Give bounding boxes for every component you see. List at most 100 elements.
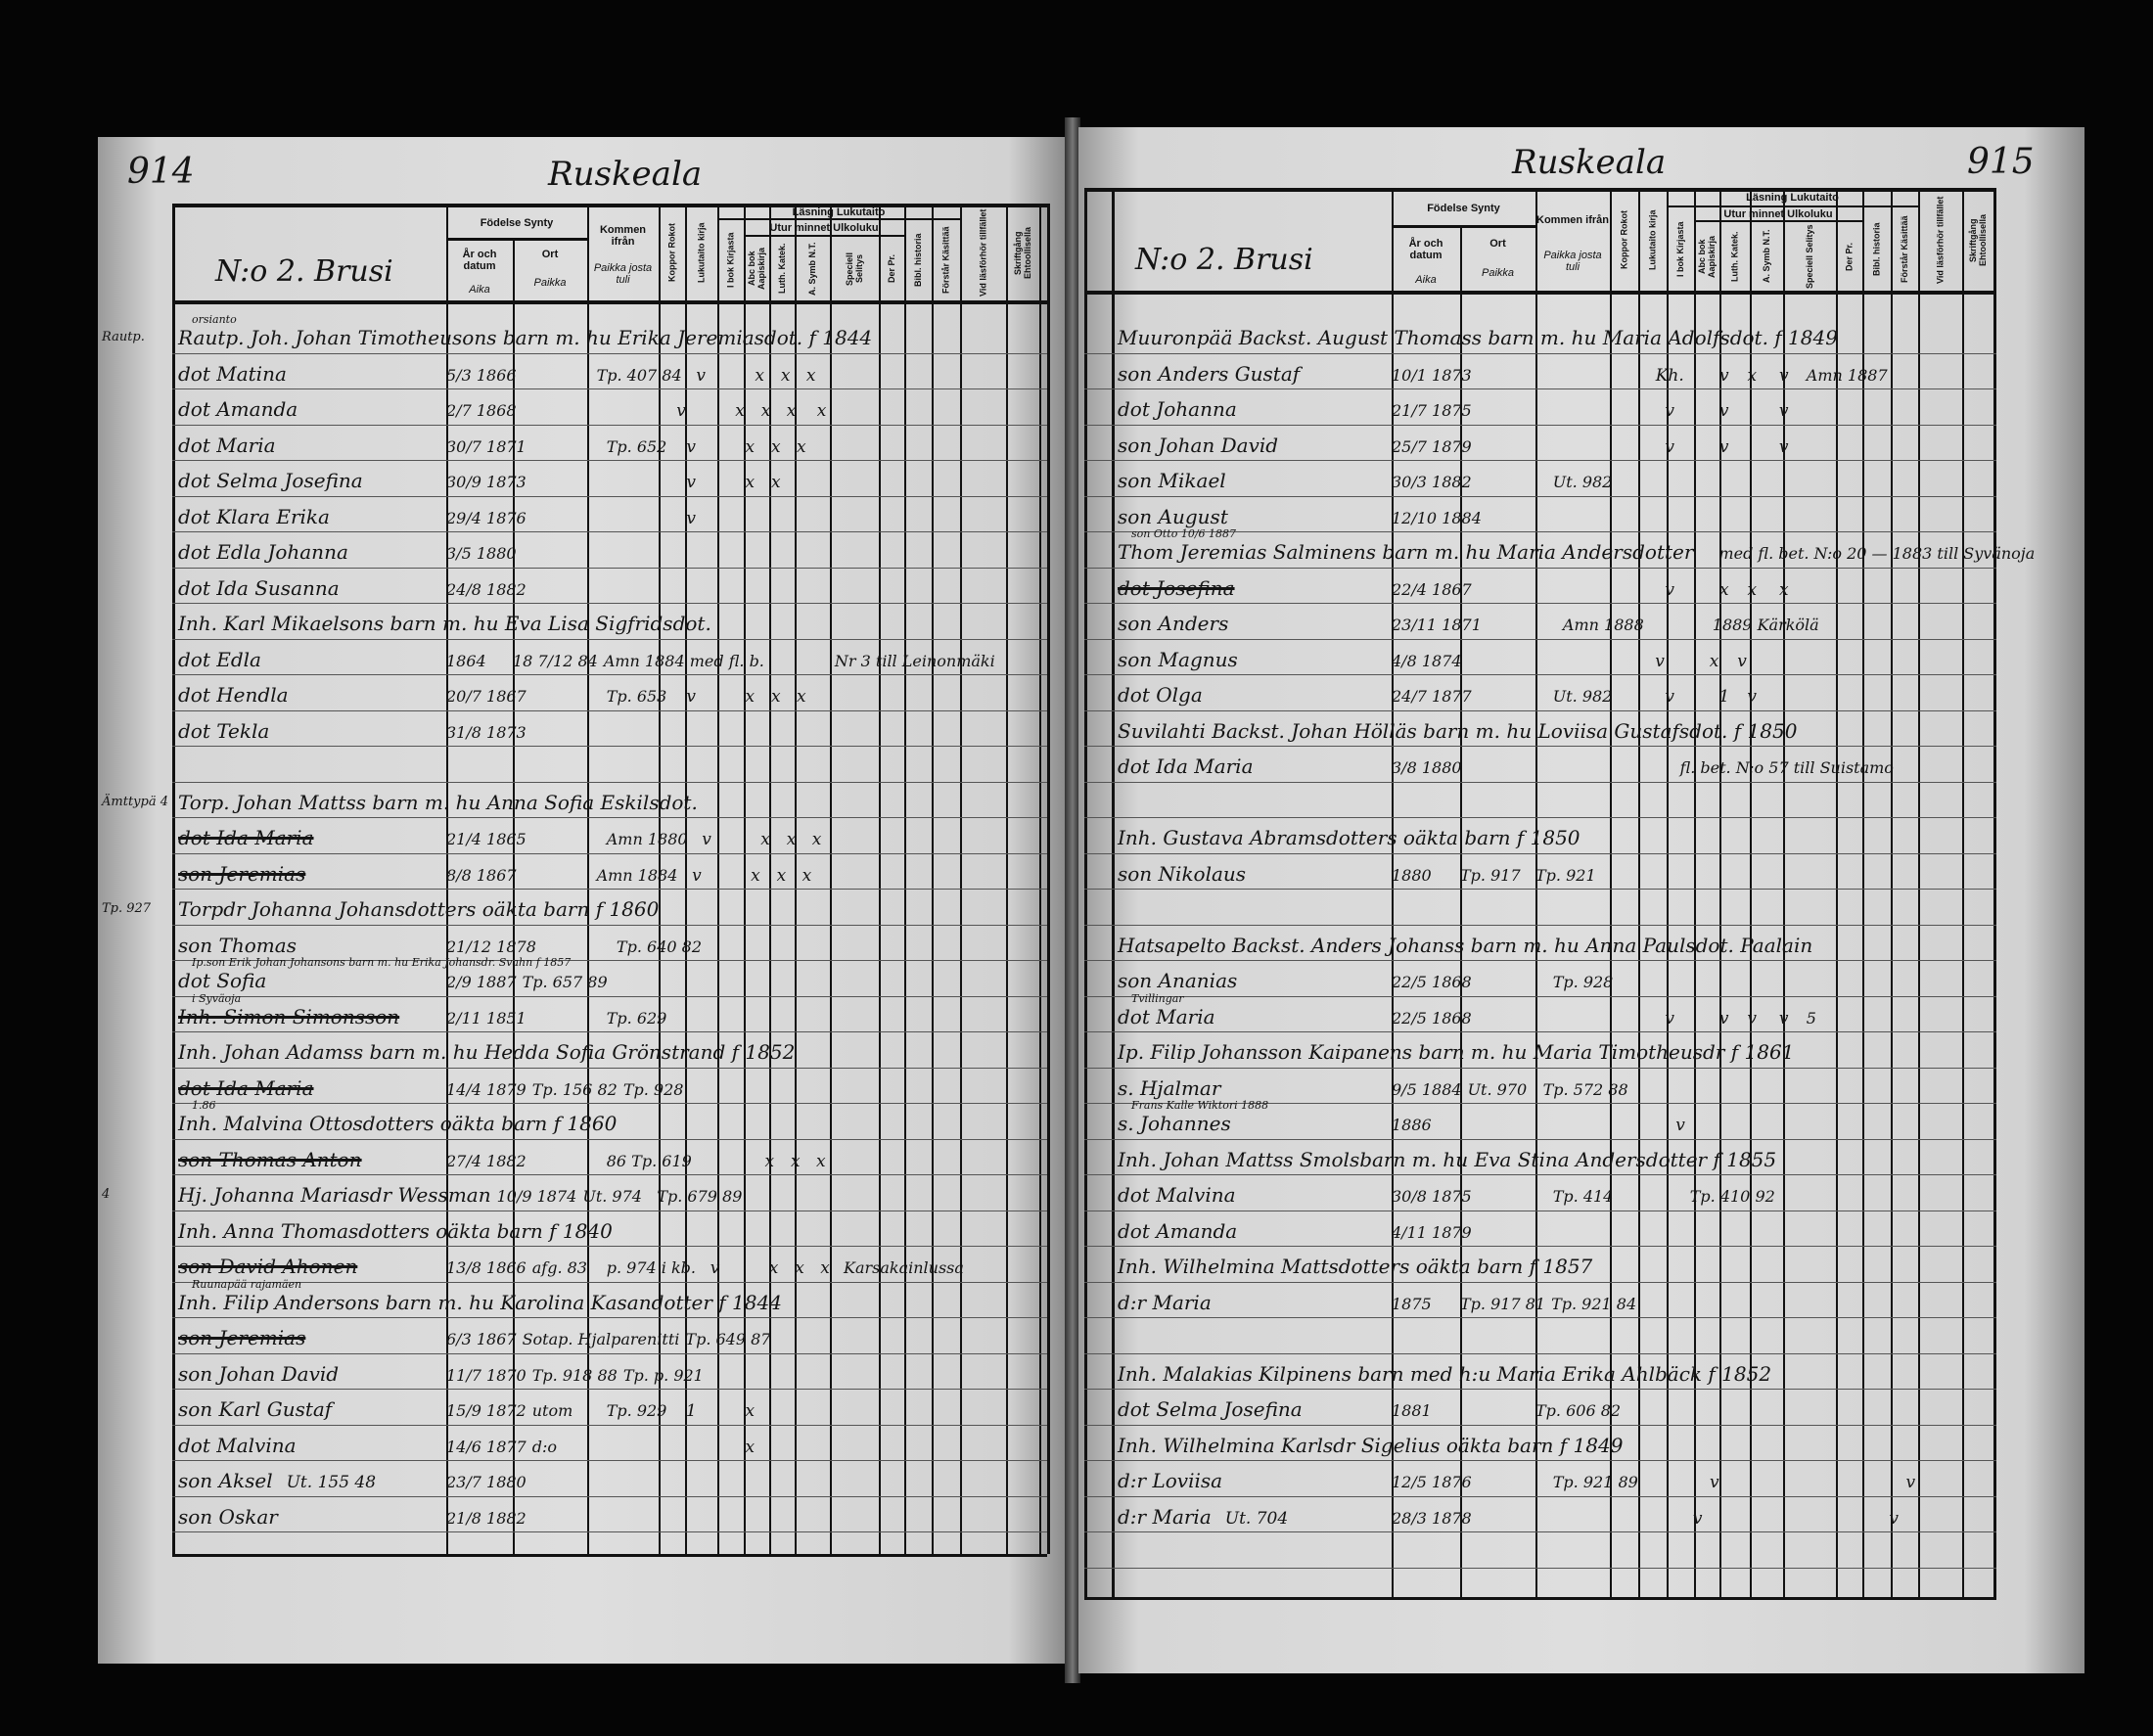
person-row: dot Olga 24/7 1877 Ut. 982 v 1 v xyxy=(1118,684,1767,707)
came-from-value: Tp. 649 87 xyxy=(685,1330,771,1348)
exam-mark: x xyxy=(768,1258,779,1278)
household-row: Inh. Filip Andersons barn m. hu Karolina… xyxy=(178,1292,788,1313)
row-rule xyxy=(1084,852,1996,854)
exam-mark: x xyxy=(1718,579,1729,600)
exam-mark: v xyxy=(1675,1116,1685,1135)
header-by-heart: Utur minnet Ulkoluku xyxy=(1723,207,1833,220)
margin-note: Rautp. xyxy=(102,330,145,344)
person-row: son Nikolaus 1880 Tp. 917 Tp. 921 xyxy=(1118,863,1610,885)
exam-mark: v xyxy=(692,865,702,886)
person-name: son Johan David xyxy=(178,1361,340,1386)
column-rule xyxy=(172,204,175,1554)
parish-title: Ruskeala xyxy=(1512,143,1667,182)
birth-place: 18 7/12 84 xyxy=(513,651,598,670)
person-name: dot Sofia xyxy=(178,969,267,992)
household-heading: Suvilahti Backst. Johan Hölläs barn m. h… xyxy=(1118,718,1798,743)
column-rule xyxy=(960,204,962,1554)
birth-date: 28/3 1878 xyxy=(1392,1508,1472,1528)
came-from-value: Tp. 572 88 xyxy=(1542,1079,1628,1099)
exam-mark: x xyxy=(816,1151,826,1171)
row-rule xyxy=(1084,817,1996,818)
header-luth-cat: Luth. Katek. xyxy=(777,243,787,295)
row-rule xyxy=(172,531,1047,532)
exam-mark: x xyxy=(745,473,756,492)
entry-note: son Otto 10/6 1887 xyxy=(1131,527,1237,540)
birth-date: 21/8 1882 xyxy=(446,1508,527,1528)
header-reading: Läsning Lukutaito xyxy=(1746,192,1839,204)
name-cell: son Karl Gustaf xyxy=(178,1398,446,1420)
birth-date: 21/12 1878 xyxy=(446,937,536,956)
household-row: Inh. Gustava Abramsdotters oäkta barn f … xyxy=(1118,827,1586,848)
birth-date: 14/4 1879 xyxy=(446,1079,527,1099)
row-rule xyxy=(172,1389,1047,1390)
came-from-value: Tp. 928 xyxy=(1552,973,1614,991)
exam-mark: x xyxy=(780,365,791,386)
person-name: dot Maria xyxy=(178,433,276,457)
row-rule xyxy=(172,603,1047,604)
row-rule xyxy=(1084,638,1996,640)
birth-place: Tp. 917 81 xyxy=(1460,1294,1546,1313)
person-name: son Ananias xyxy=(1118,969,1238,992)
household-row: Suvilahti Backst. Johan Hölläs barn m. h… xyxy=(1118,720,1803,742)
household-heading: Inh. Johan Mattss Smolsbarn m. hu Eva St… xyxy=(1118,1147,1777,1171)
column-rule xyxy=(1694,188,1696,1597)
name-cell: son August xyxy=(1118,506,1392,527)
register-page-right xyxy=(1078,127,2084,1673)
person-name: dot Selma Josefina xyxy=(178,469,363,492)
birth-date: 4/8 1874 xyxy=(1392,651,1462,670)
person-name: dot Ida Susanna xyxy=(178,575,340,600)
birth-date: 13/8 1866 xyxy=(446,1258,527,1277)
name-cell: d:r Maria xyxy=(1118,1292,1392,1313)
household-heading: Inh. Wilhelmina Mattsdotters oäkta barn … xyxy=(1118,1255,1593,1278)
person-row: dot Klara Erika 29/4 1876 v xyxy=(178,504,705,528)
column-rule xyxy=(1993,188,1996,1597)
row-rule xyxy=(1084,1031,1996,1032)
header-place: Ort xyxy=(1489,237,1506,250)
household-row: Inh. Johan Mattss Smolsbarn m. hu Eva St… xyxy=(1118,1149,1782,1170)
margin-note: Tp. 927 xyxy=(102,901,152,916)
came-from-value: Tp. 629 xyxy=(606,1008,667,1028)
name-cell: d:r Maria Ut. 704 xyxy=(1118,1506,1392,1530)
birth-place: Tp. 156 82 xyxy=(531,1079,618,1099)
row-rule xyxy=(1084,495,1996,497)
name-cell: son Oskar xyxy=(178,1506,446,1528)
exam-mark: v xyxy=(1747,687,1758,707)
exam-mark: x xyxy=(760,401,771,421)
person-name: son Magnus xyxy=(1118,647,1238,671)
entry-note: Ruunapää rajamäen xyxy=(192,1277,302,1291)
row-rule xyxy=(172,460,1047,461)
column-rule xyxy=(1862,188,1864,1597)
birth-date: 1886 xyxy=(1392,1116,1432,1134)
birth-date: 12/10 1884 xyxy=(1392,508,1482,527)
birth-date: 4/11 1879 xyxy=(1392,1222,1472,1242)
birth-date: 23/11 1871 xyxy=(1392,616,1482,634)
birth-date: 1880 xyxy=(1392,865,1432,885)
remark: Nr 3 till Leinonmäki xyxy=(834,651,995,670)
person-name: dot Klara Erika xyxy=(178,504,330,528)
name-cell: dot Malvina xyxy=(1118,1184,1392,1206)
name-annotation: Ut. 155 48 xyxy=(286,1473,377,1492)
person-name: son Thomas xyxy=(178,933,297,957)
reading-subheader-rule xyxy=(717,218,960,220)
header-luth-cat: Luth. Katek. xyxy=(1729,231,1740,282)
exam-mark: v xyxy=(1665,401,1675,421)
entry-note: Ip.son Erik Johan Johansons barn m. hu E… xyxy=(192,956,572,969)
person-row: dot Maria 30/7 1871 Tp. 652 v x x x xyxy=(178,433,814,457)
household-heading: Inh. Gustava Abramsdotters oäkta barn f … xyxy=(1118,826,1580,849)
remark: med fl. bet. N:o 20 — 1883 till Syvänoja xyxy=(1718,544,2036,563)
birth-date: 1875 xyxy=(1392,1294,1432,1313)
column-rule xyxy=(1112,188,1115,1597)
birth-place: Sotap. Hjalparenitti xyxy=(522,1330,680,1348)
person-name: dot Ida Maria xyxy=(178,826,314,849)
exam-mark: x xyxy=(796,436,806,457)
birth-date: 31/8 1873 xyxy=(446,722,527,742)
birth-date: 1864 xyxy=(446,651,486,670)
row-rule xyxy=(1084,1281,1996,1283)
exam-mark: v xyxy=(1778,365,1789,386)
exam-mark: x xyxy=(820,1258,830,1278)
exam-mark: v xyxy=(686,687,697,707)
household-row: Ip. Filip Johansson Kaipanens barn m. hu… xyxy=(1118,1041,1800,1063)
birth-date: 1881 xyxy=(1392,1401,1432,1420)
header-understand: Förstår Käsittää xyxy=(1900,215,1909,283)
birth-date: 27/4 1882 xyxy=(446,1151,527,1170)
